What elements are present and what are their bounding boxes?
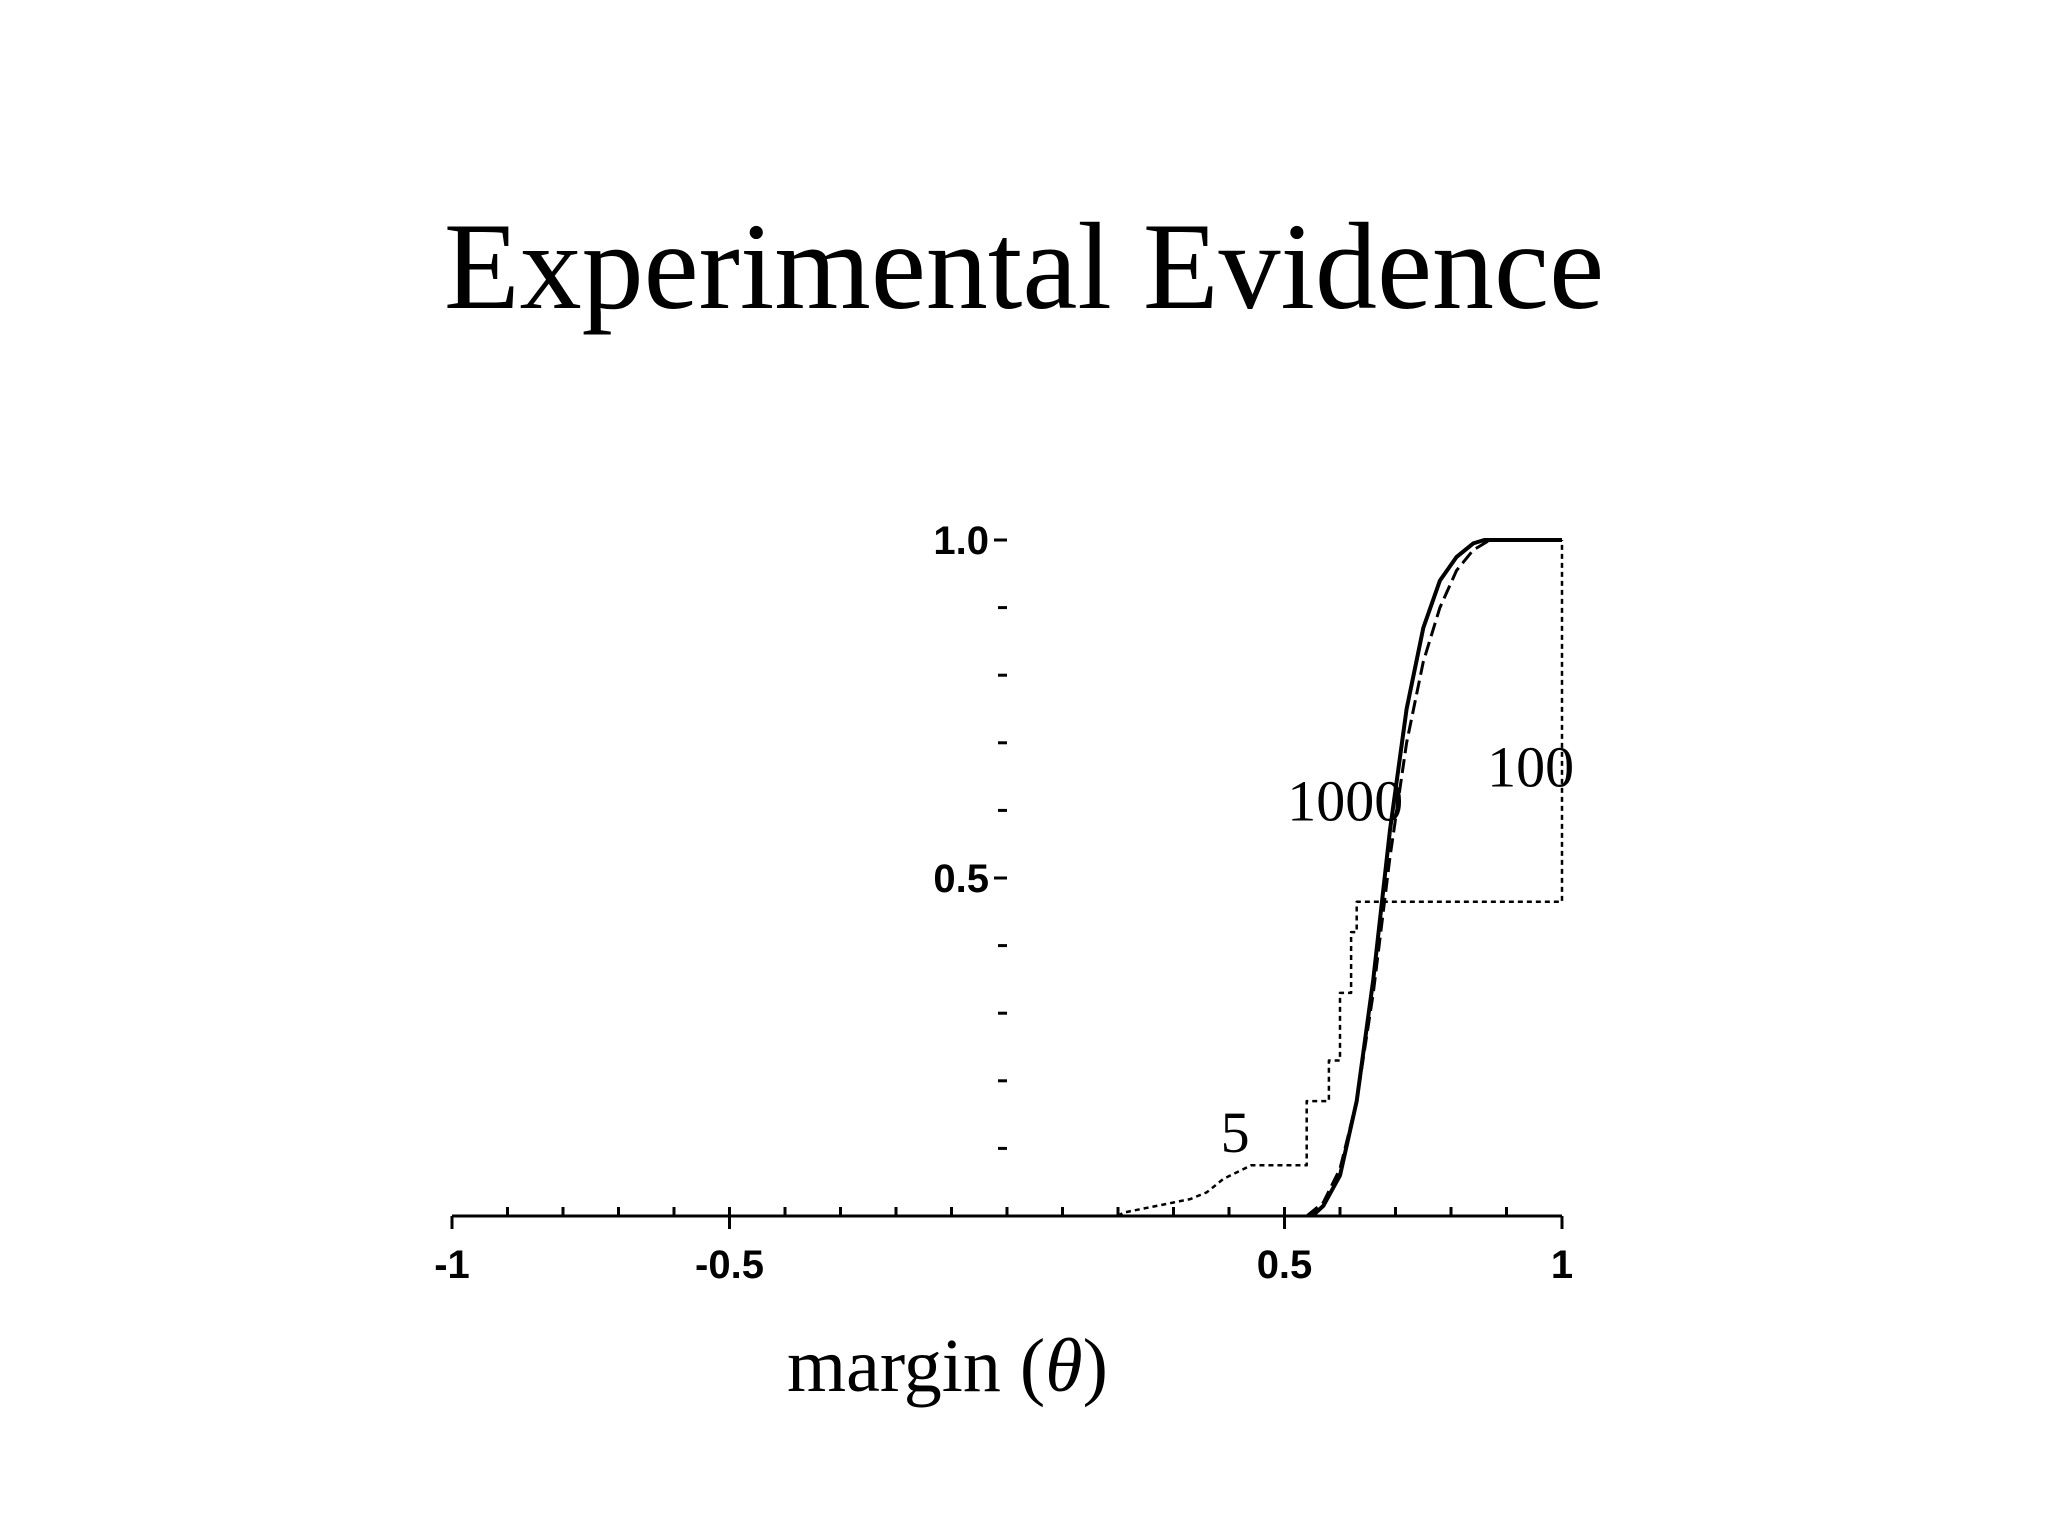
series-label-1000: 1000: [1287, 769, 1403, 834]
x-axis-label: margin (θ): [787, 1324, 1108, 1408]
x-axis-label-symbol: θ: [1045, 1324, 1083, 1408]
series-lines: [1117, 538, 1564, 1218]
series-label-100: 100: [1487, 735, 1574, 800]
labels: -1 -0.5 0.5 1 1.0 0.5 5 100 1000: [434, 519, 1574, 1287]
series-line-100: [1305, 538, 1562, 1218]
x-tick-label: -1: [434, 1243, 470, 1287]
series-line-5: [1117, 540, 1564, 1218]
x-axis-label-text: margin: [787, 1324, 1001, 1408]
x-tick-label: -0.5: [695, 1243, 764, 1287]
y-tick-label: 1.0: [933, 519, 989, 563]
x-tick-label: 1: [1551, 1243, 1573, 1287]
y-tick-label: 0.5: [933, 857, 989, 901]
series-label-5: 5: [1221, 1100, 1250, 1165]
ticks: [450, 538, 1564, 1229]
x-tick-label: 0.5: [1257, 1243, 1313, 1287]
series-line-1000: [1310, 538, 1562, 1218]
slide-title: Experimental Evidence: [443, 198, 1605, 335]
